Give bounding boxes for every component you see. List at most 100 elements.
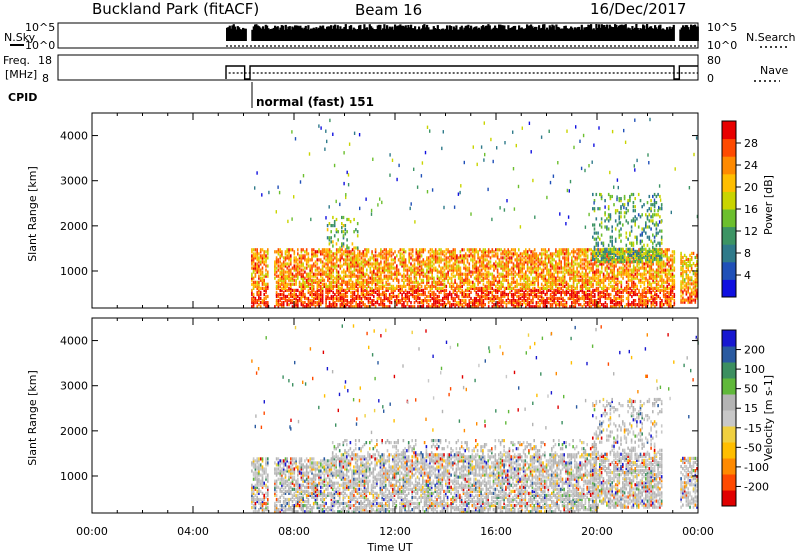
nsky-bar xyxy=(432,26,435,41)
power-cell xyxy=(641,272,644,276)
power-cell xyxy=(473,276,476,280)
power-cell xyxy=(461,303,463,307)
power-cell xyxy=(404,294,407,299)
power-cell xyxy=(486,280,488,284)
power-cell xyxy=(337,272,340,276)
power-cell xyxy=(436,250,439,254)
power-cell xyxy=(657,272,660,276)
power-cell xyxy=(335,288,338,292)
power-cell xyxy=(311,290,313,294)
power-cell xyxy=(307,274,310,278)
power-cell xyxy=(487,250,490,254)
power-cell xyxy=(452,284,455,288)
power-cell xyxy=(452,256,455,260)
power-cell xyxy=(620,199,622,203)
power-cell xyxy=(367,248,370,252)
power-cell xyxy=(263,282,265,286)
power-cell xyxy=(376,296,379,301)
power-cell xyxy=(399,272,402,276)
power-cell xyxy=(636,272,638,276)
power-cell xyxy=(602,305,605,309)
power-cell xyxy=(318,292,320,297)
power-cell xyxy=(350,266,352,270)
power-cell xyxy=(480,288,483,292)
power-cell xyxy=(643,276,646,280)
power-cell xyxy=(344,288,347,292)
power-cell xyxy=(305,278,308,282)
power-cell xyxy=(466,305,469,309)
power-cell xyxy=(590,256,592,260)
nsky-bar xyxy=(622,25,625,41)
power-cell xyxy=(542,284,545,288)
power-cell xyxy=(452,270,455,274)
power-cell xyxy=(401,260,403,264)
power-cell xyxy=(586,254,589,258)
power-cell xyxy=(311,299,313,303)
power-cell xyxy=(507,274,509,278)
power-cell xyxy=(328,282,331,286)
power-cell xyxy=(461,288,463,292)
power-cell xyxy=(290,276,292,280)
power-cell xyxy=(325,301,327,305)
power-cell xyxy=(611,259,613,264)
power-cell xyxy=(438,305,440,309)
power-cell xyxy=(604,211,606,215)
power-cell xyxy=(302,254,304,258)
power-cell xyxy=(350,284,352,288)
power-cell xyxy=(523,290,525,294)
nsky-bar xyxy=(240,29,243,41)
power-cell xyxy=(442,299,444,303)
power-cell xyxy=(532,278,534,282)
power-cell xyxy=(454,260,456,264)
power-cell xyxy=(627,274,630,278)
power-cell xyxy=(420,278,423,282)
power-cell xyxy=(396,278,398,282)
power-cell xyxy=(413,286,416,290)
power-cell xyxy=(366,272,368,276)
power-cell xyxy=(298,270,301,274)
power-cell xyxy=(385,292,387,297)
power-cell xyxy=(327,292,329,297)
power-cell xyxy=(339,296,342,301)
power-cell xyxy=(404,288,407,292)
power-cell xyxy=(328,258,331,262)
nsky-bar xyxy=(548,25,551,41)
power-cell xyxy=(420,288,423,292)
power-cell xyxy=(342,242,345,246)
power-cell xyxy=(500,294,502,299)
power-cell xyxy=(526,262,529,266)
freq-tick-bottom: 8 xyxy=(42,72,49,85)
power-cell xyxy=(631,276,633,280)
power-cell xyxy=(623,203,626,207)
power-cell xyxy=(339,258,342,262)
power-cell xyxy=(662,278,665,282)
power-cell xyxy=(327,268,329,272)
power-cell xyxy=(518,290,520,294)
power-cell xyxy=(403,303,405,307)
power-cell xyxy=(288,262,290,266)
power-cell xyxy=(607,243,610,247)
power-cell xyxy=(632,290,635,294)
nsky-bar xyxy=(231,25,234,41)
power-cell xyxy=(327,294,329,299)
power-cell xyxy=(611,229,613,233)
power-cell xyxy=(546,270,548,274)
power-cell xyxy=(620,205,622,209)
power-cell xyxy=(295,288,297,292)
power-cell xyxy=(461,280,463,284)
power-cell xyxy=(618,247,621,251)
power-cell xyxy=(360,292,363,297)
power-cell xyxy=(358,303,361,307)
power-cell xyxy=(526,256,529,260)
power-cell xyxy=(542,290,545,294)
power-cell xyxy=(563,303,566,307)
power-cell xyxy=(505,272,508,276)
power-cell xyxy=(293,274,296,278)
power-cell xyxy=(452,288,455,292)
power-cell xyxy=(618,221,621,225)
power-cell xyxy=(466,276,469,280)
power-cell xyxy=(334,276,336,280)
power-cell xyxy=(668,248,670,252)
power-cell xyxy=(327,286,329,290)
power-cell xyxy=(600,221,603,225)
